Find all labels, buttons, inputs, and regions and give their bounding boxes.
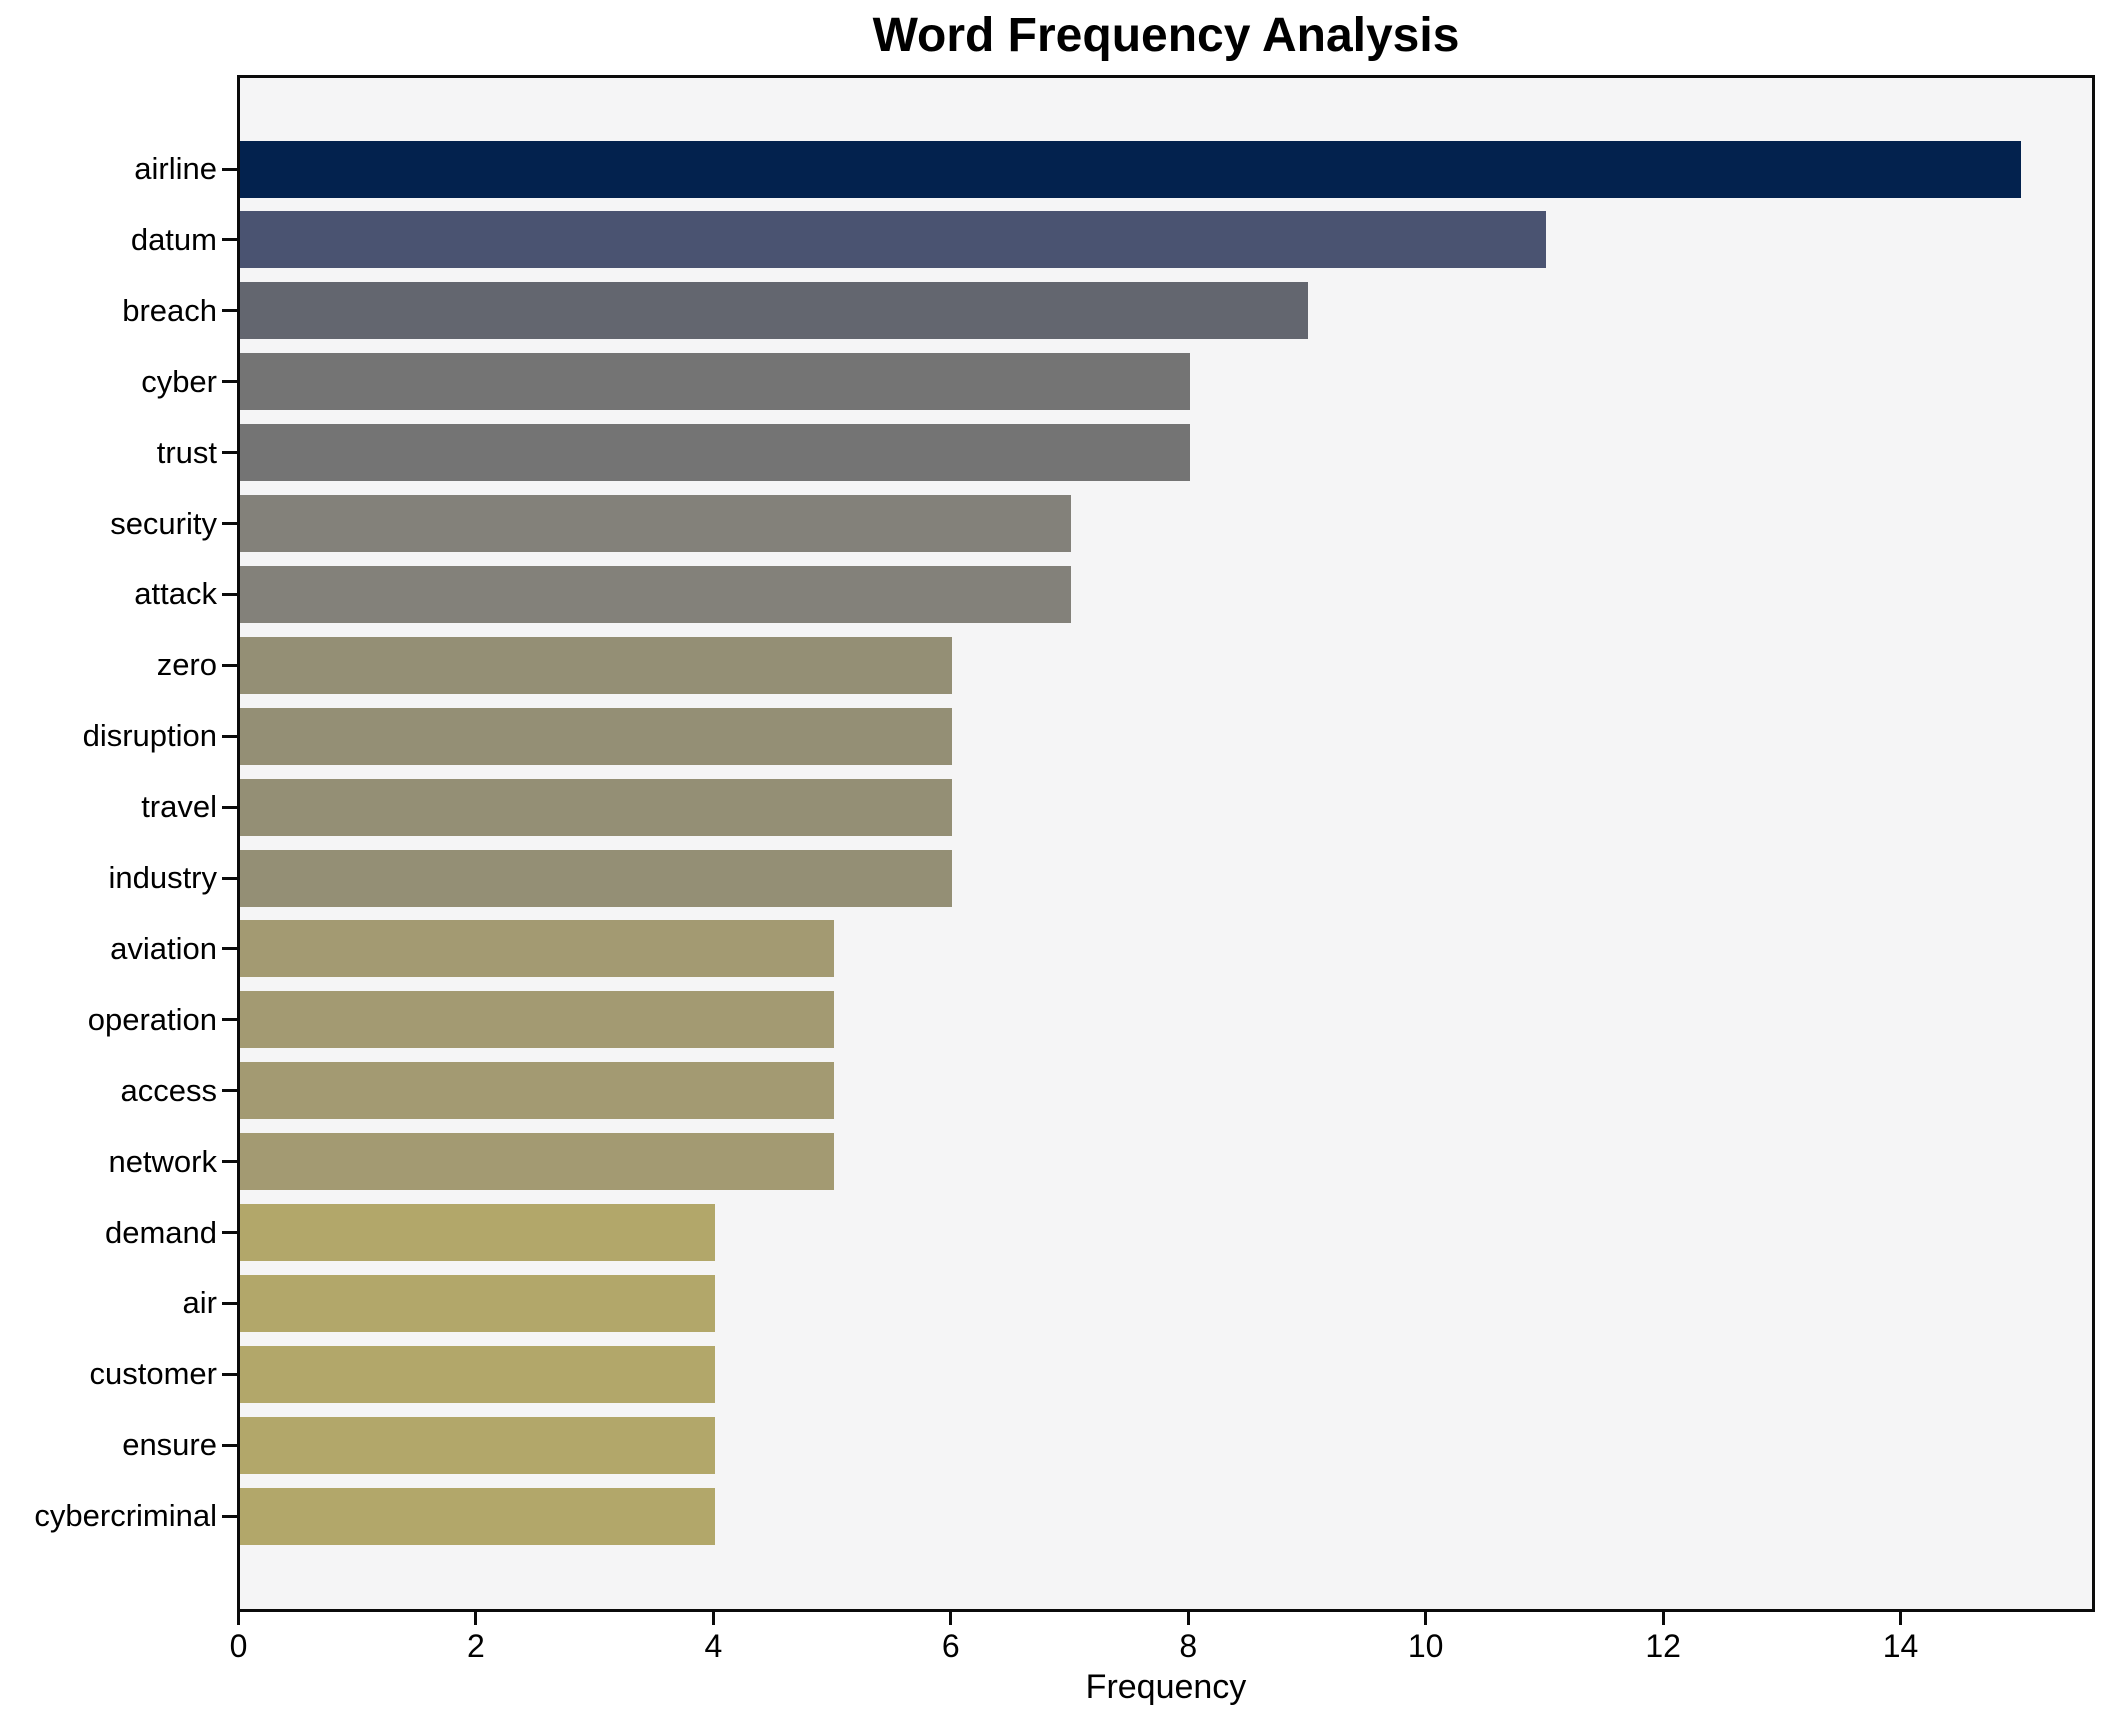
x-tick-mark <box>237 1612 240 1625</box>
y-label-travel: travel <box>141 789 217 825</box>
bar-aviation <box>240 920 834 978</box>
y-tick-mark <box>222 876 237 880</box>
y-tick-mark <box>222 592 237 596</box>
y-label-zero: zero <box>156 647 217 683</box>
x-tick-label-8: 8 <box>1179 1628 1198 1664</box>
x-tick-label-14: 14 <box>1882 1628 1919 1664</box>
y-tick-mark <box>222 1301 237 1305</box>
x-tick-label-10: 10 <box>1407 1628 1444 1664</box>
bar-air <box>240 1274 715 1332</box>
bar-demand <box>240 1204 715 1261</box>
y-tick-mark <box>222 451 237 455</box>
bar-access <box>240 1062 834 1120</box>
x-tick-mark <box>711 1612 715 1625</box>
y-label-air: air <box>182 1285 217 1321</box>
chart-title: Word Frequency Analysis <box>872 9 1460 62</box>
y-label-attack: attack <box>134 576 217 612</box>
y-label-airline: airline <box>134 151 217 186</box>
y-label-ensure: ensure <box>122 1427 217 1463</box>
x-tick-label-6: 6 <box>941 1628 960 1664</box>
x-tick-mark <box>1899 1612 1903 1625</box>
y-label-network: network <box>108 1143 217 1179</box>
x-tick-mark <box>949 1612 953 1625</box>
y-tick-mark <box>222 238 237 242</box>
y-tick-mark <box>222 1018 237 1022</box>
y-label-datum: datum <box>130 221 217 257</box>
y-label-cyber: cyber <box>141 363 217 399</box>
y-tick-mark <box>222 1372 237 1376</box>
y-tick-mark <box>222 1231 237 1234</box>
bar-breach <box>240 282 1309 340</box>
bar-attack <box>240 565 1072 623</box>
y-label-customer: customer <box>89 1356 217 1392</box>
y-label-operation: operation <box>87 1001 217 1037</box>
y-tick-mark <box>222 1160 237 1164</box>
bar-airline <box>240 140 2021 198</box>
bar-network <box>240 1133 834 1191</box>
bar-cyber <box>240 353 1190 411</box>
y-label-demand: demand <box>104 1214 217 1250</box>
bar-trust <box>240 424 1190 482</box>
bar-disruption <box>240 707 953 765</box>
x-tick-mark <box>1424 1612 1428 1625</box>
bar-security <box>240 495 1072 552</box>
y-tick-mark <box>222 947 237 951</box>
bar-cybercriminal <box>240 1487 715 1545</box>
x-axis-label: Frequency <box>1085 1668 1247 1706</box>
y-label-cybercriminal: cybercriminal <box>34 1498 217 1534</box>
y-tick-mark <box>222 522 237 525</box>
bar-zero <box>240 636 953 694</box>
y-tick-mark <box>222 663 237 667</box>
y-tick-mark <box>222 1514 237 1518</box>
y-tick-mark <box>222 167 237 171</box>
x-tick-mark <box>1661 1612 1665 1625</box>
y-tick-mark <box>222 805 237 809</box>
y-label-access: access <box>120 1072 217 1108</box>
x-tick-label-12: 12 <box>1645 1628 1681 1664</box>
y-label-trust: trust <box>156 434 217 470</box>
y-label-industry: industry <box>108 860 217 895</box>
x-tick-label-0: 0 <box>229 1628 248 1664</box>
x-tick-mark <box>1186 1612 1190 1625</box>
bar-operation <box>240 991 834 1049</box>
y-tick-mark <box>222 380 237 384</box>
y-label-breach: breach <box>122 292 217 328</box>
y-tick-mark <box>222 309 237 313</box>
bar-industry <box>240 849 953 907</box>
bar-ensure <box>240 1416 715 1474</box>
x-tick-label-2: 2 <box>467 1628 485 1664</box>
plot-area <box>237 75 2095 1612</box>
y-label-disruption: disruption <box>82 718 217 754</box>
bar-travel <box>240 778 953 836</box>
x-tick-label-4: 4 <box>704 1628 723 1664</box>
bar-customer <box>240 1345 715 1403</box>
x-tick-mark <box>474 1612 478 1625</box>
y-tick-mark <box>222 734 237 738</box>
bar-datum <box>240 211 1546 269</box>
y-tick-mark <box>222 1089 237 1093</box>
y-label-aviation: aviation <box>110 930 217 966</box>
y-label-security: security <box>110 505 217 541</box>
y-tick-mark <box>222 1443 237 1447</box>
